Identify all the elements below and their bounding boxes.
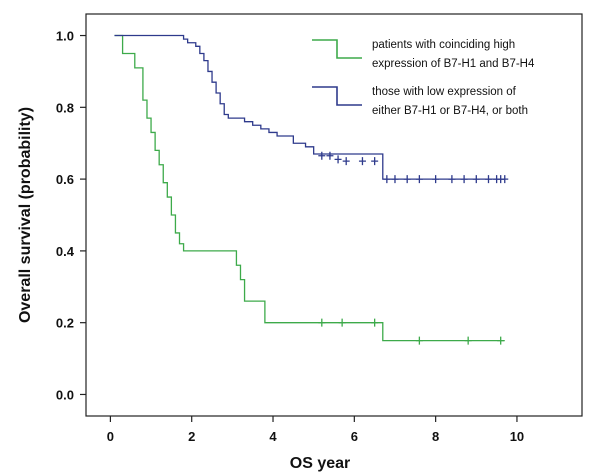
x-tick-label: 4 bbox=[269, 429, 277, 444]
censor-mark bbox=[358, 157, 366, 166]
y-tick-label: 0.8 bbox=[56, 100, 74, 115]
censor-mark bbox=[371, 157, 379, 166]
censor-mark bbox=[415, 175, 423, 184]
censor-mark bbox=[391, 175, 399, 184]
censor-mark bbox=[326, 151, 334, 160]
legend: patients with coinciding high expression … bbox=[312, 39, 535, 117]
censor-mark bbox=[338, 318, 346, 327]
y-tick-label: 0.4 bbox=[56, 244, 75, 259]
series-line-1 bbox=[114, 34, 505, 342]
censor-mark bbox=[432, 175, 440, 184]
censor-mark bbox=[472, 175, 480, 184]
legend-label: expression of B7-H1 and B7-H4 bbox=[372, 58, 535, 70]
censor-mark bbox=[464, 336, 472, 345]
plot-frame bbox=[85, 13, 583, 417]
x-tick-label: 2 bbox=[188, 429, 195, 444]
censor-mark bbox=[497, 336, 505, 345]
censor-mark bbox=[318, 151, 326, 160]
legend-swatch bbox=[312, 86, 362, 106]
legend-label: those with low expression of bbox=[372, 86, 517, 98]
series-line-2 bbox=[114, 34, 505, 180]
y-tick-label: 0.0 bbox=[56, 387, 74, 402]
censor-mark bbox=[403, 175, 411, 184]
censor-mark bbox=[448, 175, 456, 184]
legend-swatch bbox=[312, 39, 362, 59]
censor-mark bbox=[460, 175, 468, 184]
censor-mark bbox=[501, 175, 509, 184]
series-layer bbox=[114, 34, 509, 345]
x-axis-title: OS year bbox=[290, 455, 350, 472]
legend-label: either B7-H1 or B7-H4, or both bbox=[372, 105, 528, 117]
censor-mark bbox=[318, 318, 326, 327]
ticks-layer: 0 2 4 6 8 10 0.0 0.2 0.4 0.6 0.8 1.0 bbox=[56, 29, 524, 444]
censor-mark bbox=[415, 336, 423, 345]
y-tick-label: 0.2 bbox=[56, 316, 74, 331]
censor-mark bbox=[484, 175, 492, 184]
x-tick-label: 10 bbox=[510, 429, 524, 444]
censor-mark bbox=[342, 157, 350, 166]
y-axis-title: Overall survival (probability) bbox=[17, 107, 34, 323]
x-tick-label: 8 bbox=[432, 429, 439, 444]
y-tick-label: 1.0 bbox=[56, 29, 74, 44]
censor-mark bbox=[383, 175, 391, 184]
censor-mark bbox=[371, 318, 379, 327]
x-tick-label: 6 bbox=[351, 429, 358, 444]
x-tick-label: 0 bbox=[107, 429, 114, 444]
legend-label: patients with coinciding high bbox=[372, 39, 515, 51]
y-tick-label: 0.6 bbox=[56, 172, 74, 187]
censor-mark bbox=[334, 155, 342, 164]
